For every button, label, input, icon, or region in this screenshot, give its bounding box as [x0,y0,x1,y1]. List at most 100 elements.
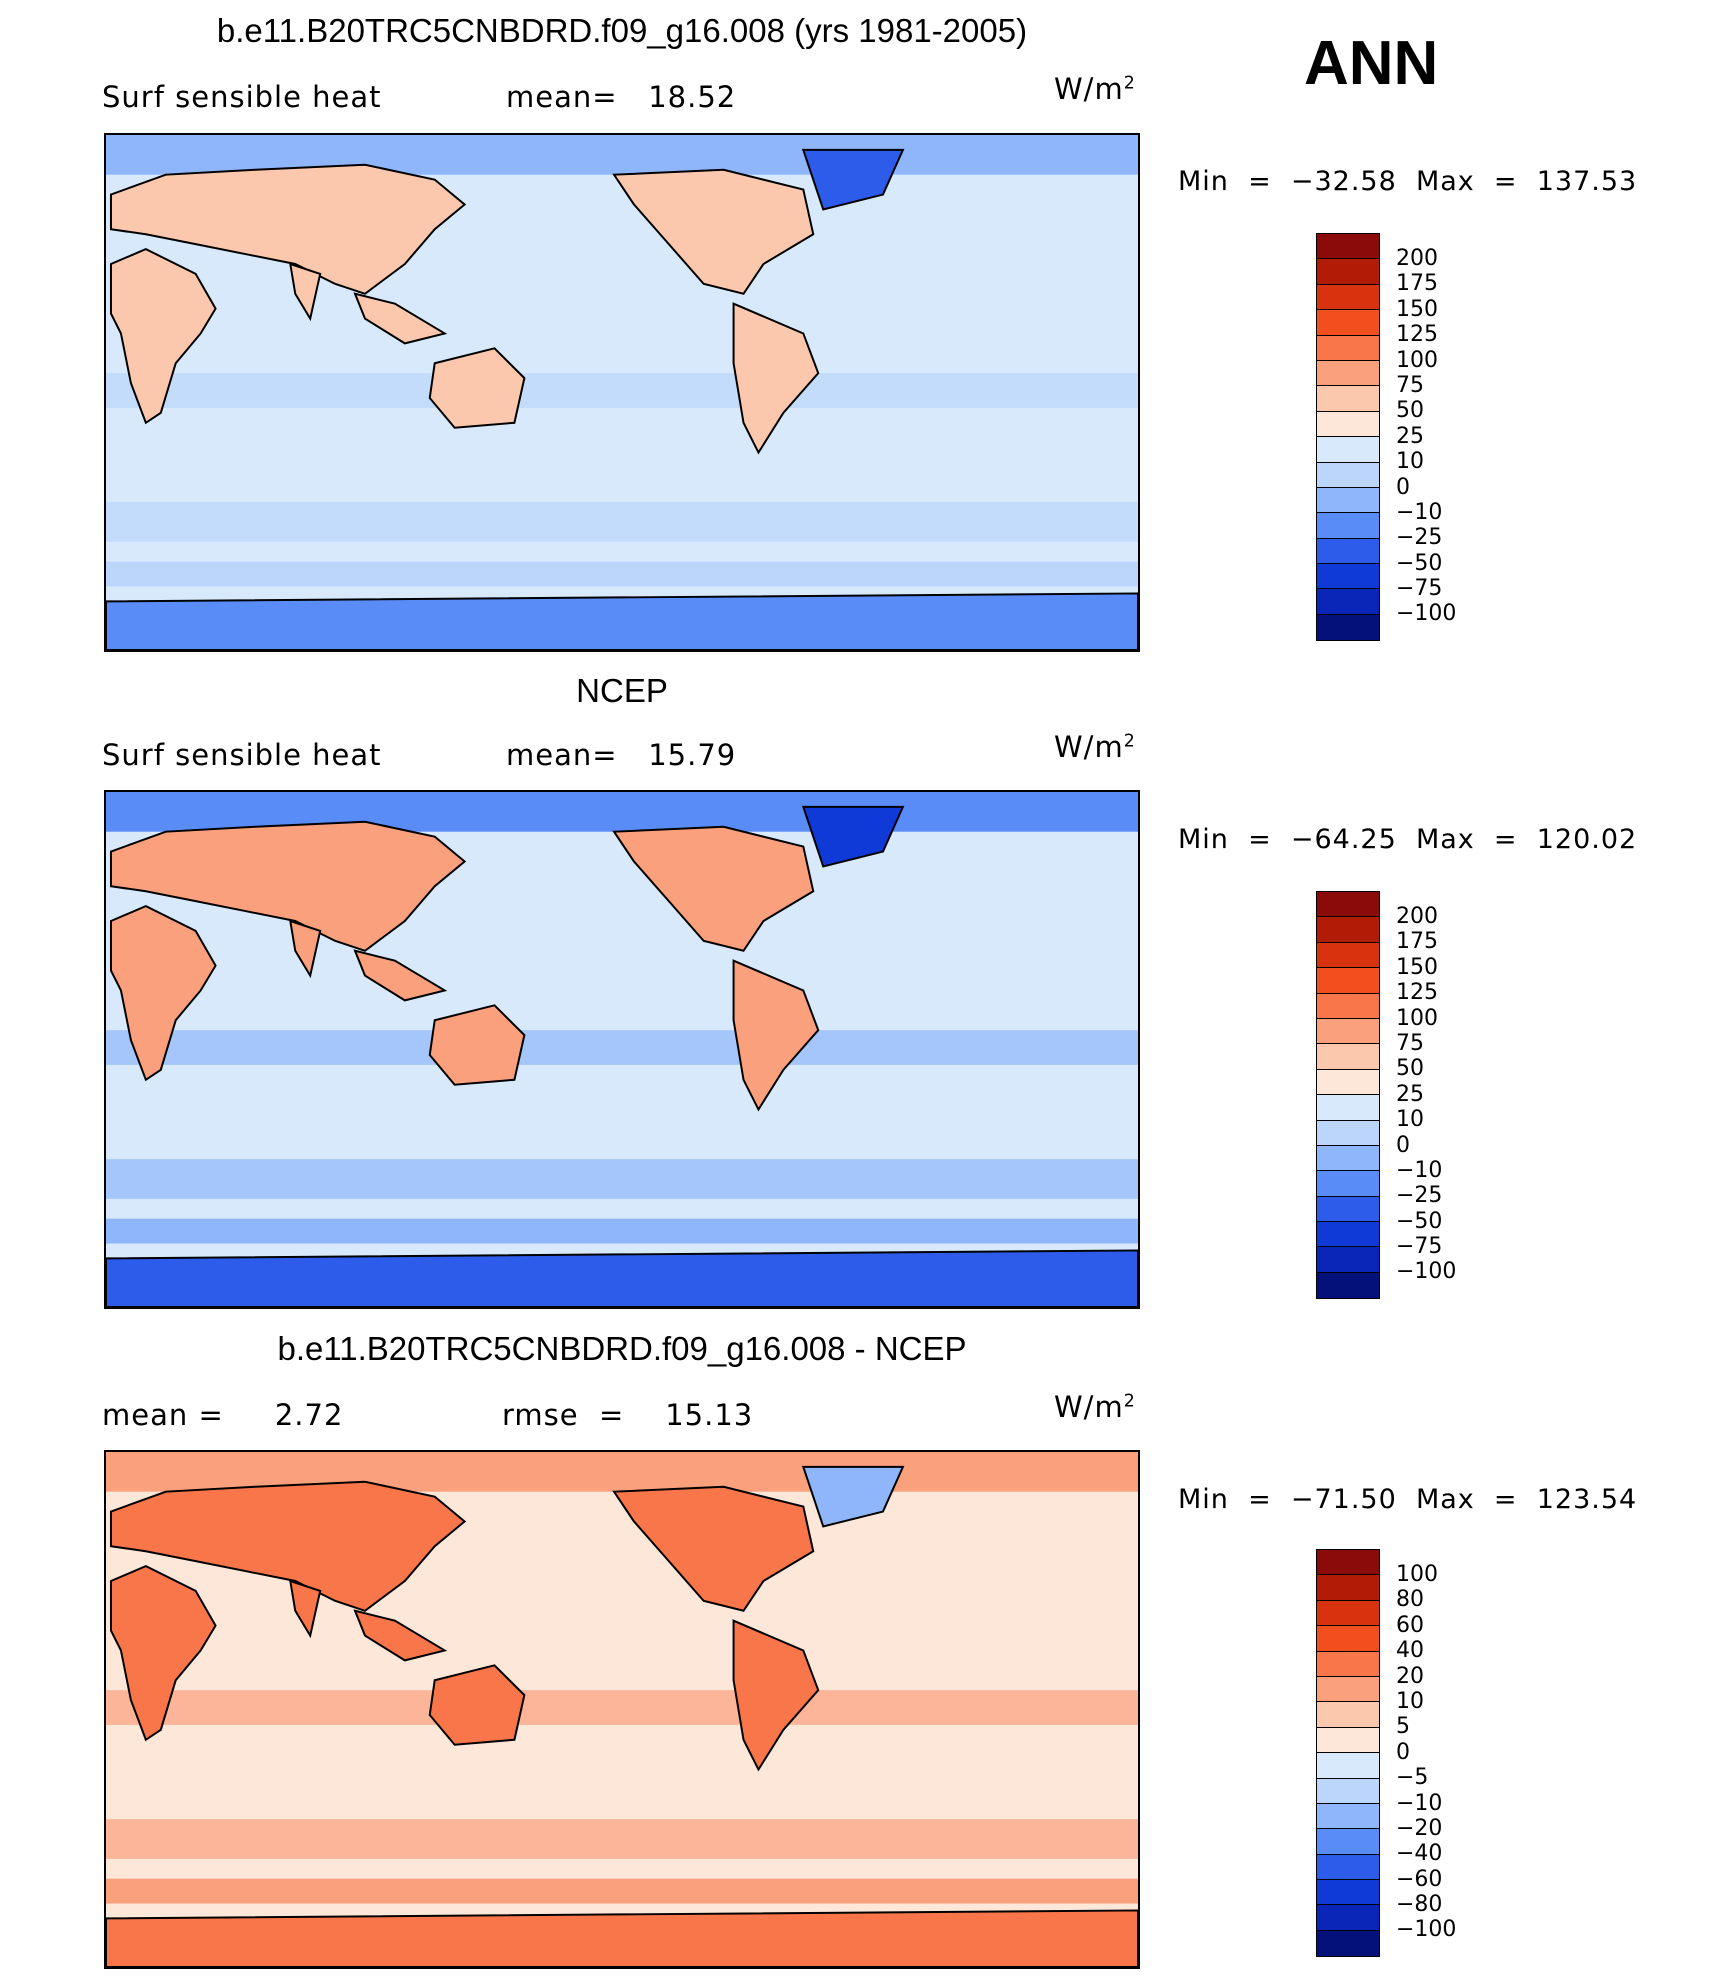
colorbar-tick-label: 5 [1396,1714,1410,1740]
colorbar-tick-label: 75 [1396,1030,1424,1056]
colorbar-swatch [1317,564,1379,590]
colorbar-tick-label: 50 [1396,1056,1424,1082]
land-india [289,919,322,979]
colorbar-swatch [1317,1145,1379,1172]
colorbar-obs-labels: 200 175 150 125 100 75 50 25 10 0 −10 −25 −50 −75 −100 [1396,904,1456,1285]
colorbar-tick-label: −60 [1396,1866,1443,1892]
colorbar-swatch [1317,1626,1379,1652]
colorbar-diff-labels: 100 80 60 40 20 10 5 0 −5 −10 −20 −40 −60 −80 −100 [1396,1562,1456,1943]
panel-mean-label: mean= 15.79 [506,738,737,772]
colorbar-swatch [1317,487,1379,514]
colorbar-tick-label: −100 [1396,1259,1457,1285]
colorbar-swatch [1317,259,1379,285]
panel-title-model: b.e11.B20TRC5CNBDRD.f09_g16.008 (yrs 198… [216,12,1028,49]
land-samerica [732,302,820,455]
colorbar-tick-label: 50 [1396,398,1424,424]
colorbar-diff [1316,1549,1380,1958]
land-samerica [732,959,820,1112]
map-model-svg [106,135,1138,650]
land-eurasia [109,820,467,952]
colorbar-swatch [1317,386,1379,412]
colorbar-swatch [1317,1196,1379,1223]
land-namerica [612,168,815,295]
colorbar-swatch [1317,513,1379,539]
map-obs [104,790,1140,1309]
colorbar-tick-label: −5 [1396,1765,1429,1791]
colorbar-tick-label: 0 [1396,474,1410,500]
colorbar-swatch [1317,589,1379,615]
colorbar-obs [1316,891,1380,1300]
colorbar-tick-label: 25 [1396,1081,1424,1107]
panel-units: W/m2 [1054,72,1136,106]
colorbar-tick-label: −20 [1396,1815,1443,1841]
colorbar-swatch [1317,1044,1379,1070]
colorbar-tick-label: −50 [1396,550,1443,576]
colorbar-swatch [1317,310,1379,336]
land-namerica [612,825,815,952]
colorbar-swatch [1317,1069,1379,1096]
colorbar-swatch [1317,1575,1379,1601]
land-namerica [612,1485,815,1612]
panel-units: W/m2 [1054,1390,1136,1424]
land-eurasia [109,1480,467,1612]
colorbar-swatch [1317,284,1379,311]
colorbar-swatch [1317,1018,1379,1045]
colorbar-swatch [1317,1550,1379,1576]
panel-minmax: Min = −32.58 Max = 137.53 [1178,166,1638,197]
colorbar-tick-label: −10 [1396,1157,1443,1183]
colorbar-swatch [1317,1753,1379,1779]
panel-variable-label: Surf sensible heat [102,738,382,772]
colorbar-swatch [1317,1727,1379,1754]
colorbar-tick-label: 0 [1396,1132,1410,1158]
colorbar-swatch [1317,1676,1379,1703]
land-seasia [353,949,448,1002]
land-antarctica [106,1249,1138,1307]
land-australia [428,347,526,429]
map-obs-svg [106,792,1138,1307]
colorbar-swatch [1317,462,1379,488]
land-india [289,262,322,322]
colorbar-swatch [1317,538,1379,565]
land-greenland [801,805,905,868]
colorbar-swatch [1317,1702,1379,1728]
colorbar-swatch [1317,437,1379,463]
colorbar-tick-label: 10 [1396,449,1424,475]
colorbar-tick-label: 0 [1396,1739,1410,1765]
colorbar-tick-label: −40 [1396,1841,1443,1867]
panel-minmax: Min = −71.50 Max = 123.54 [1178,1484,1638,1515]
land-samerica [732,1619,820,1772]
colorbar-tick-label: −100 [1396,601,1457,627]
colorbar-tick-label: −10 [1396,1790,1443,1816]
colorbar-swatch [1317,942,1379,969]
colorbar-swatch [1317,411,1379,438]
colorbar-swatch [1317,1095,1379,1121]
colorbar-swatch [1317,1803,1379,1830]
panel-units: W/m2 [1054,730,1136,764]
colorbar-tick-label: −25 [1396,525,1443,551]
colorbar-tick-label: −25 [1396,1183,1443,1209]
land-india [289,1579,322,1639]
colorbar-swatch [1317,1778,1379,1804]
land-antarctica [106,1909,1138,1967]
colorbar-swatch [1317,1651,1379,1677]
land-australia [428,1004,526,1086]
colorbar-tick-label: 10 [1396,1688,1424,1714]
land-africa [109,1565,217,1742]
map-diff-svg [106,1452,1138,1967]
colorbar-swatch [1317,1247,1379,1273]
colorbar-tick-label: 150 [1396,296,1438,322]
land-australia [428,1664,526,1746]
colorbar-tick-label: 75 [1396,372,1424,398]
colorbar-tick-label: 125 [1396,980,1438,1006]
land-greenland [801,148,905,211]
land-antarctica [106,592,1138,650]
land-greenland [801,1465,905,1528]
colorbar-swatch [1317,993,1379,1019]
colorbar-swatch [1317,1905,1379,1931]
colorbar-swatch [1317,1600,1379,1627]
colorbar-swatch [1317,1222,1379,1248]
colorbar-tick-label: −75 [1396,576,1443,602]
colorbar-swatch [1317,1272,1379,1299]
colorbar-swatch [1317,1171,1379,1197]
panel-title-obs: NCEP [576,672,668,709]
